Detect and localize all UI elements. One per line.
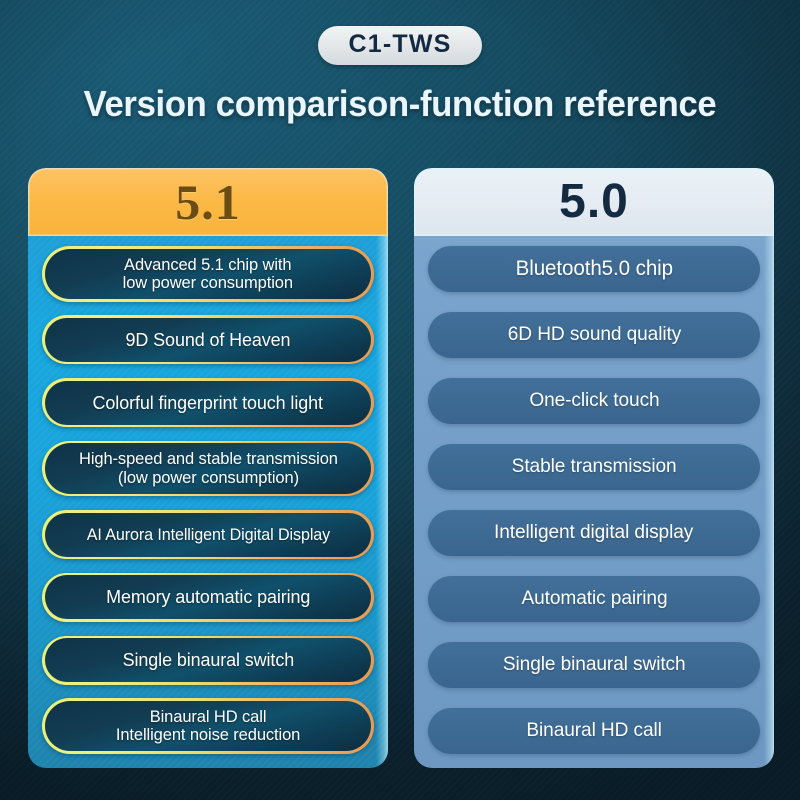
feature-label: High-speed and stable transmission (low p… bbox=[79, 450, 338, 486]
feature-pill-inner: Colorful fingerprint touch light bbox=[44, 380, 372, 425]
feature-list-v50: Bluetooth5.0 chip 6D HD sound quality One-… bbox=[414, 236, 774, 768]
feature-label: Binaural HD call bbox=[526, 719, 662, 742]
feature-label: One-click touch bbox=[529, 390, 659, 411]
product-badge: C1-TWS bbox=[318, 26, 482, 65]
version-card-header-v51: 5.1 bbox=[28, 168, 388, 236]
feature-line: 9D Sound of Heaven bbox=[125, 328, 291, 350]
feature-pill: Bluetooth5.0 chip bbox=[428, 246, 760, 292]
feature-pill: Single binaural switch bbox=[42, 635, 374, 685]
feature-line: Stable transmission bbox=[511, 455, 677, 478]
feature-pill: Automatic pairing bbox=[428, 576, 760, 622]
feature-label: 9D Sound of Heaven bbox=[125, 328, 291, 350]
version-card-v50: 5.0 Bluetooth5.0 chip 6D HD sound quality O… bbox=[414, 168, 774, 768]
comparison-columns: 5.1 Advanced 5.1 chip with low power consu… bbox=[28, 168, 774, 768]
feature-label: Intelligent digital display bbox=[494, 522, 693, 543]
feature-line: low power consumption bbox=[122, 272, 294, 292]
version-card-header-v50: 5.0 bbox=[414, 168, 774, 236]
product-badge-wrapper: C1-TWS bbox=[0, 26, 800, 65]
version-number-v50: 5.0 bbox=[559, 175, 629, 228]
feature-list-v51: Advanced 5.1 chip with low power consumpt… bbox=[28, 236, 388, 768]
version-number-v51: 5.1 bbox=[175, 174, 241, 230]
feature-pill-inner: Memory automatic pairing bbox=[44, 575, 372, 620]
feature-label: Binaural HD call Intelligent noise reduct… bbox=[115, 707, 301, 745]
feature-label: Bluetooth5.0 chip bbox=[515, 257, 672, 280]
feature-pill: Colorful fingerprint touch light bbox=[42, 378, 374, 428]
feature-pill-inner: 9D Sound of Heaven bbox=[44, 317, 372, 362]
feature-line: One-click touch bbox=[528, 389, 660, 412]
feature-pill: 6D HD sound quality bbox=[428, 312, 760, 358]
feature-label: Single binaural switch bbox=[122, 649, 294, 671]
feature-pill: 9D Sound of Heaven bbox=[42, 315, 374, 365]
feature-pill: Memory automatic pairing bbox=[42, 572, 374, 622]
feature-pill-inner: Binaural HD call Intelligent noise reduct… bbox=[44, 701, 372, 752]
feature-label: AI Aurora Intelligent Digital Display bbox=[86, 524, 330, 544]
feature-line: 6D HD sound quality bbox=[507, 323, 681, 346]
feature-label: Stable transmission bbox=[512, 456, 677, 477]
feature-label: Single binaural switch bbox=[503, 654, 686, 675]
feature-pill: Stable transmission bbox=[428, 444, 760, 490]
feature-pill-inner: High-speed and stable transmission (low p… bbox=[44, 443, 372, 494]
feature-pill: Binaural HD call Intelligent noise reduct… bbox=[42, 698, 374, 754]
feature-line: Memory automatic pairing bbox=[105, 586, 311, 608]
feature-line: AI Aurora Intelligent Digital Display bbox=[86, 524, 330, 544]
feature-pill-inner: Single binaural switch bbox=[44, 638, 372, 683]
feature-line: Intelligent digital display bbox=[494, 521, 694, 544]
feature-line: (low power consumption) bbox=[117, 467, 299, 487]
feature-label: 6D HD sound quality bbox=[507, 323, 681, 346]
feature-label: Advanced 5.1 chip with low power consumpt… bbox=[122, 254, 294, 292]
feature-line: Binaural HD call bbox=[149, 707, 267, 727]
feature-pill-inner: AI Aurora Intelligent Digital Display bbox=[44, 512, 372, 557]
page-title: Version comparison-function reference bbox=[83, 83, 717, 124]
feature-pill: One-click touch bbox=[428, 378, 760, 424]
version-card-v51: 5.1 Advanced 5.1 chip with low power consu… bbox=[28, 168, 388, 768]
feature-pill: AI Aurora Intelligent Digital Display bbox=[42, 510, 374, 560]
feature-pill: Single binaural switch bbox=[428, 642, 760, 688]
feature-line: Single binaural switch bbox=[502, 653, 686, 676]
feature-line: Automatic pairing bbox=[521, 587, 667, 610]
poster-header: C1-TWS Version comparison-function refer… bbox=[0, 0, 800, 125]
feature-label: Colorful fingerprint touch light bbox=[92, 391, 324, 413]
feature-line: Bluetooth5.0 chip bbox=[515, 257, 673, 281]
feature-line: Colorful fingerprint touch light bbox=[92, 391, 324, 413]
feature-label: Memory automatic pairing bbox=[106, 587, 310, 607]
feature-line: High-speed and stable transmission bbox=[78, 449, 338, 469]
feature-line: Advanced 5.1 chip with bbox=[124, 254, 292, 274]
feature-pill: Binaural HD call bbox=[428, 708, 760, 754]
feature-label: Automatic pairing bbox=[521, 588, 667, 609]
feature-line: Single binaural switch bbox=[122, 649, 294, 671]
feature-pill: Intelligent digital display bbox=[428, 510, 760, 556]
feature-line: Binaural HD call bbox=[526, 719, 662, 742]
feature-pill-inner: Advanced 5.1 chip with low power consumpt… bbox=[44, 248, 372, 299]
feature-line: Intelligent noise reduction bbox=[115, 725, 301, 745]
feature-pill: Advanced 5.1 chip with low power consumpt… bbox=[42, 246, 374, 302]
feature-pill: High-speed and stable transmission (low p… bbox=[42, 440, 374, 497]
